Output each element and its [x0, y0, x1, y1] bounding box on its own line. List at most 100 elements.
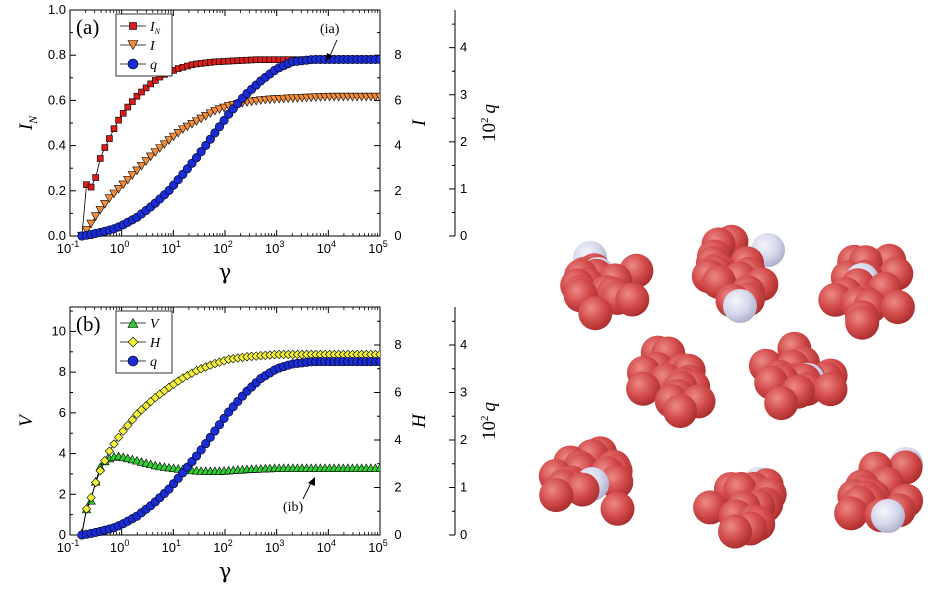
- legend-label: H: [149, 336, 161, 351]
- y2-label-var: q: [479, 104, 500, 114]
- data-point-H: [81, 504, 92, 514]
- y2-tick-label: 0: [460, 228, 467, 243]
- panel-a: 10-1 100 101 102 103 104 105γ0.00.20.40.60.81.…: [16, 2, 500, 284]
- x-tick-label: 100: [110, 239, 129, 256]
- data-point-I: [86, 219, 96, 229]
- data-point-q: [219, 413, 229, 423]
- data-point-I: [173, 129, 183, 138]
- data-point-I: [168, 132, 179, 142]
- legend-label: q: [150, 355, 157, 370]
- data-point-I: [109, 189, 119, 199]
- cluster: [626, 335, 716, 428]
- cluster: [693, 467, 787, 549]
- data-point-IN: [151, 77, 159, 84]
- data-point-I: [155, 144, 165, 153]
- data-point-H: [86, 492, 96, 503]
- cluster: [691, 224, 785, 323]
- x-tick-label: 101: [162, 538, 181, 555]
- y-tick-label: 0.2: [48, 183, 66, 198]
- data-point-I: [159, 140, 170, 149]
- cluster-illustration: [538, 224, 924, 549]
- y2-tick-label: 3: [460, 385, 467, 400]
- data-point-I: [118, 180, 128, 190]
- data-point-I: [113, 185, 124, 194]
- x-tick-exponent: 0: [124, 239, 129, 249]
- y1-tick-label: 0: [394, 527, 401, 542]
- legend-marker: [129, 22, 137, 30]
- y-axis-label-right2: 102 q: [479, 402, 500, 441]
- sphere-red: [834, 496, 869, 531]
- x-tick-exponent: -1: [71, 538, 79, 548]
- y-tick-label: 8: [59, 364, 66, 379]
- x-tick-exponent: 2: [228, 538, 233, 548]
- x-tick-base: 10: [368, 540, 382, 555]
- y-tick-label: 0.6: [48, 92, 66, 107]
- y1-tick-label: 2: [394, 183, 401, 198]
- series-line-q: [81, 361, 380, 536]
- data-point-IN: [115, 116, 122, 124]
- y2-tick-label: 4: [460, 337, 467, 352]
- cluster: [834, 447, 924, 533]
- x-tick-base: 10: [213, 540, 227, 555]
- x-tick-base: 10: [57, 241, 71, 256]
- x-tick-label: 102: [213, 239, 232, 256]
- data-point-I: [141, 157, 151, 166]
- y-axis-label-main: V: [16, 413, 37, 427]
- annotation-arrowhead-ib: [308, 477, 315, 486]
- sphere-red: [718, 514, 752, 549]
- data-point-H: [95, 466, 105, 476]
- data-point-IN: [96, 155, 104, 162]
- y-axis-label-left: IN: [16, 115, 40, 131]
- data-point-IN: [106, 135, 113, 142]
- legend-label: IN: [149, 20, 161, 36]
- data-point-I: [104, 194, 115, 203]
- y2-label-var: q: [479, 402, 500, 412]
- legend-label: V: [150, 317, 160, 332]
- data-point-H: [127, 415, 138, 425]
- panel-label: (a): [76, 15, 99, 39]
- data-point-I: [81, 226, 92, 235]
- data-point-IN: [124, 103, 132, 111]
- data-point-I: [205, 109, 216, 119]
- cluster: [560, 241, 654, 331]
- x-axis-label: γ: [219, 559, 232, 583]
- x-tick-exponent: 1: [176, 538, 181, 548]
- data-point-I: [95, 205, 106, 215]
- sphere-red: [578, 296, 613, 331]
- data-point-q: [214, 420, 225, 430]
- x-tick-exponent: 2: [228, 239, 233, 249]
- data-point-H: [113, 432, 124, 443]
- y2-label-exponent: 2: [479, 416, 491, 422]
- sphere-red: [615, 282, 650, 317]
- annotation-arrowhead-ia: [326, 53, 333, 61]
- data-point-I: [145, 152, 156, 162]
- y2-label-exponent: 2: [479, 118, 491, 124]
- y-tick-label: 4: [59, 446, 66, 461]
- data-point-q: [210, 426, 220, 436]
- annotation-ia: (ia): [320, 22, 340, 37]
- series-layer: [77, 54, 380, 241]
- x-tick-label: 10-1: [57, 538, 79, 555]
- x-tick-exponent: 3: [279, 239, 284, 249]
- legend-marker: [127, 40, 139, 51]
- series-line-IN: [81, 59, 380, 237]
- data-point-I: [127, 171, 138, 180]
- y2-tick-label: 2: [460, 432, 467, 447]
- x-tick-exponent: 4: [331, 538, 336, 548]
- x-tick-base: 10: [57, 540, 71, 555]
- legend-label-main: H: [149, 336, 161, 351]
- sphere-red: [626, 371, 661, 406]
- data-point-H: [123, 420, 133, 431]
- data-point-IN: [101, 144, 109, 151]
- sphere-red: [539, 478, 574, 513]
- x-tick-base: 10: [162, 241, 176, 256]
- y2-tick-label: 3: [460, 87, 467, 102]
- data-point-q: [192, 451, 202, 461]
- x-tick-label: 103: [265, 538, 284, 555]
- y-axis-label-subscript: N: [26, 115, 40, 125]
- y1-tick-label: 4: [394, 138, 401, 153]
- x-tick-exponent: 3: [279, 538, 284, 548]
- y-axis-label-right1: I: [409, 118, 430, 127]
- data-point-I: [182, 122, 193, 132]
